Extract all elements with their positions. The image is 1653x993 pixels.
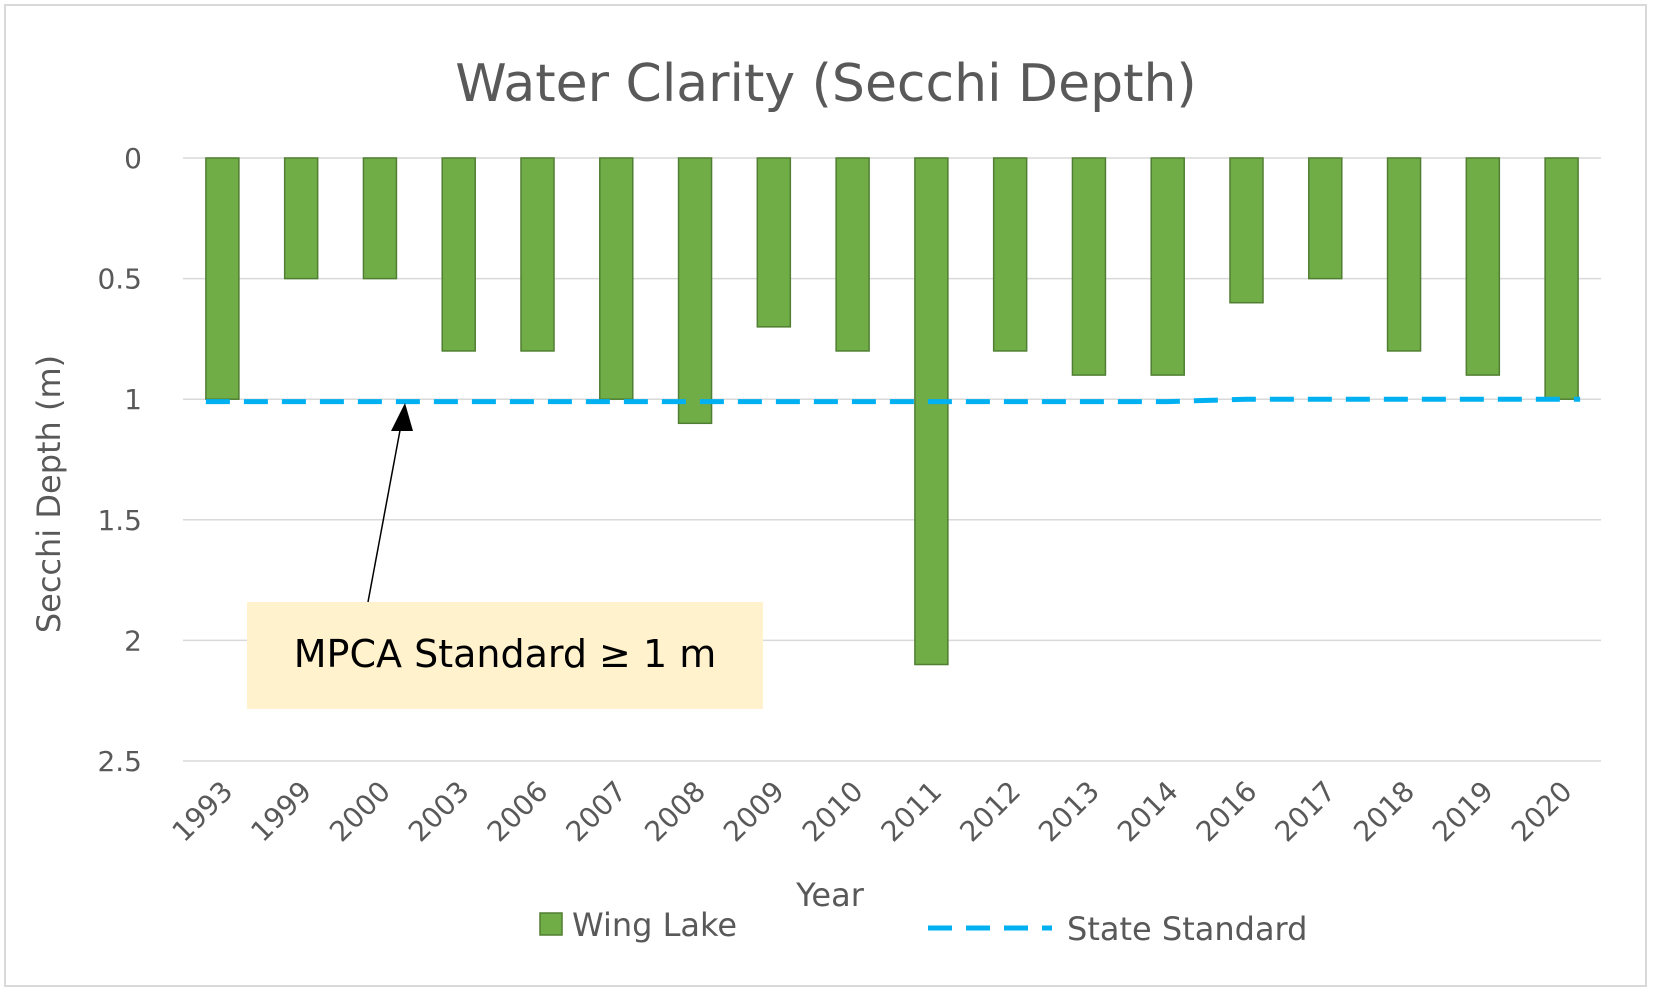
bar-2018	[1386, 157, 1422, 352]
bar-2008	[677, 157, 713, 425]
x-tick-label: 2018	[1347, 775, 1421, 849]
x-tick-label: 2000	[323, 775, 397, 849]
bar-2003	[441, 157, 476, 352]
bar-2014	[1150, 157, 1185, 376]
x-tick-label: 1999	[244, 775, 318, 849]
x-tick-label: 2009	[717, 775, 791, 849]
legend-label-wing-lake: Wing Lake	[572, 906, 737, 944]
annotation-arrow-line	[367, 424, 402, 603]
state-standard-line	[205, 396, 1581, 405]
annotation: MPCA Standard ≥ 1 m	[247, 403, 763, 709]
x-tick-label: 2017	[1269, 775, 1343, 849]
y-axis-title: Secchi Depth (m)	[30, 355, 68, 633]
bar-2017	[1308, 157, 1343, 280]
y-tick-label: 2	[124, 624, 142, 657]
bar-2006	[520, 157, 555, 352]
standard-line-series	[205, 396, 1581, 405]
x-tick-label: 2011	[875, 775, 949, 849]
chart-frame	[4, 4, 1647, 987]
x-tick-label: 2008	[638, 775, 712, 849]
x-tick-label: 2019	[1426, 775, 1500, 849]
bar-1999	[283, 157, 319, 280]
legend-swatch-wing-lake	[539, 912, 563, 936]
y-tick-label: 1	[124, 383, 142, 416]
annotation-text: MPCA Standard ≥ 1 m	[294, 632, 716, 676]
legend-label-state-standard: State Standard	[1067, 910, 1307, 948]
bar-1993	[205, 157, 240, 400]
x-tick-label: 1993	[166, 775, 240, 849]
x-axis-title: Year	[795, 876, 865, 914]
x-tick-label: 2010	[796, 775, 870, 849]
chart-title: Water Clarity (Secchi Depth)	[455, 54, 1196, 114]
y-tick-label: 1.5	[97, 504, 142, 537]
x-axis-ticks: 1993 1999 2000 2003 2006 2007 2008 2009 2010 2011…	[166, 775, 1579, 849]
bar-2019	[1465, 157, 1501, 376]
x-tick-label: 2007	[560, 775, 634, 849]
x-tick-label: 2013	[1032, 775, 1106, 849]
bar-2000	[362, 157, 398, 280]
bar-2020	[1544, 157, 1579, 400]
bar-2012	[992, 157, 1028, 352]
y-tick-label: 0	[124, 142, 142, 175]
bar-2010	[835, 157, 870, 352]
bar-2007	[599, 157, 634, 400]
annotation-arrowhead	[391, 403, 413, 431]
y-axis-ticks: 0 0.5 1 1.5 2 2.5	[97, 142, 142, 778]
y-tick-label: 0.5	[97, 263, 142, 296]
legend: Wing Lake State Standard	[539, 906, 1307, 948]
bar-2009	[756, 157, 792, 328]
bar-2013	[1071, 157, 1107, 376]
x-tick-label: 2016	[1190, 775, 1264, 849]
bar-2011	[914, 157, 949, 666]
bar-series	[205, 157, 1579, 666]
x-tick-label: 2003	[402, 775, 476, 849]
bar-2016	[1229, 157, 1264, 304]
x-tick-label: 2020	[1505, 775, 1579, 849]
annotation-box	[247, 602, 763, 709]
x-tick-label: 2014	[1111, 775, 1185, 849]
y-tick-label: 2.5	[97, 745, 142, 778]
x-tick-label: 2012	[953, 775, 1027, 849]
x-tick-label: 2006	[481, 775, 555, 849]
